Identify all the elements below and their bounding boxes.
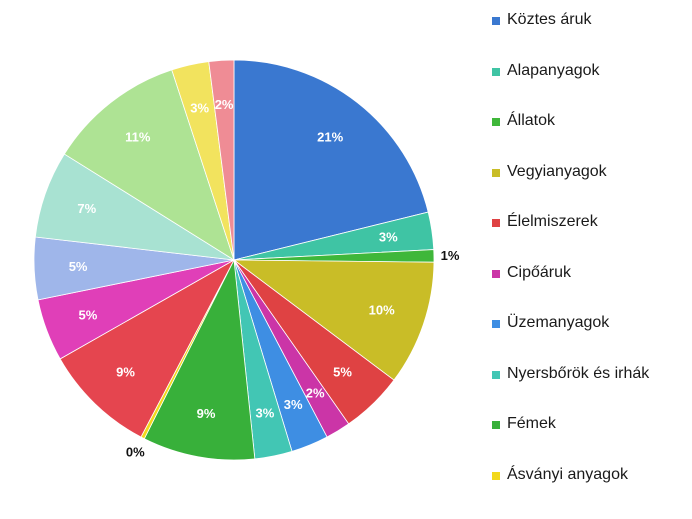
- legend-swatch: [492, 118, 500, 126]
- pie-slice: [208, 59, 235, 261]
- legend-label: Alapanyagok: [507, 61, 600, 79]
- slice-label: 9%: [197, 406, 216, 421]
- slice-label: 9%: [116, 365, 135, 380]
- slice-label: 1%: [441, 248, 460, 263]
- legend-label: Köztes áruk: [507, 11, 592, 28]
- legend-item: Fémek: [488, 414, 688, 434]
- legend-item: Állatok: [488, 111, 688, 131]
- legend-item: Köztes áruk: [488, 10, 688, 30]
- slice-label: 3%: [190, 100, 209, 115]
- legend: Köztes áruk Alapanyagok Állatok Vegyianyago…: [488, 10, 688, 515]
- slice-label: 3%: [284, 397, 303, 412]
- legend-swatch: [492, 168, 500, 177]
- legend-swatch: [492, 471, 500, 480]
- slice-label: 2%: [215, 97, 234, 112]
- legend-label: Fémek: [507, 415, 556, 432]
- legend-label: Élelmiszerek: [507, 213, 598, 230]
- pie-slice: [63, 69, 235, 261]
- slice-label: 11%: [125, 130, 151, 145]
- legend-label: Cipőáruk: [507, 263, 572, 281]
- legend-swatch: [492, 370, 500, 379]
- legend-item: Nyersbőrök és irhák: [488, 364, 688, 384]
- legend-item: Üzemanyagok: [488, 313, 688, 333]
- legend-swatch: [492, 421, 500, 429]
- legend-label: Nyersbőrök és irhák: [507, 364, 650, 382]
- legend-item: Élelmiszerek: [488, 212, 688, 232]
- pie-labels: 21%3%1%10%5%2%3%3%9%0%9%5%5%7%11%3% 2%: [69, 97, 460, 460]
- slice-label: 5%: [79, 307, 98, 322]
- legend-item: Vegyianyagok: [488, 162, 688, 182]
- slice-label: 7%: [77, 201, 96, 216]
- legend-item: Alapanyagok: [488, 61, 688, 81]
- legend-label: Üzemanyagok: [507, 314, 610, 331]
- slice-label: 3%: [379, 230, 398, 245]
- slice-label: 3%: [256, 405, 275, 420]
- pie-chart: 21%3%1%10%5%2%3%3%9%0%9%5%5%7%11%3% 2%: [33, 59, 460, 461]
- slice-label: 21%: [317, 130, 343, 145]
- legend-swatch: [492, 17, 500, 25]
- pie-slice: [232, 259, 435, 381]
- legend-swatch: [492, 67, 500, 76]
- slice-label: 5%: [69, 259, 88, 274]
- legend-item: Cipőáruk: [488, 263, 688, 283]
- pie-slices: [33, 59, 435, 461]
- legend-label: Vegyianyagok: [507, 162, 607, 180]
- slice-label: 10%: [369, 303, 395, 318]
- legend-swatch: [492, 269, 500, 278]
- slice-label: 0%: [126, 445, 145, 460]
- slice-label: 2%: [306, 386, 325, 401]
- pie-slice: [233, 59, 429, 261]
- legend-swatch: [492, 219, 500, 227]
- pie-slice: [59, 258, 235, 438]
- legend-label: Ásványi anyagok: [507, 465, 628, 483]
- legend-item: Ásványi anyagok: [488, 465, 688, 485]
- legend-label: Állatok: [507, 112, 556, 129]
- pie-slice: [143, 258, 256, 461]
- legend-swatch: [492, 320, 500, 328]
- slice-label: 5%: [333, 365, 352, 380]
